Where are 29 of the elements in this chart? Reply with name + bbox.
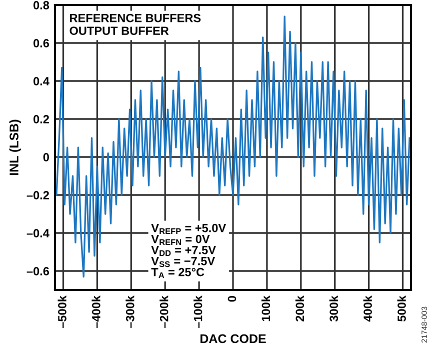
x-tick-label: –300k: [126, 296, 134, 328]
x-tick-label: –500k: [58, 296, 66, 328]
annotation: REFERENCE BUFFERS: [70, 14, 201, 22]
y-tick-label: 0.6: [34, 39, 50, 48]
x-tick-label: –400k: [92, 296, 100, 328]
x-tick-label: 100k: [261, 296, 270, 322]
x-tick-label: –200k: [160, 296, 168, 328]
x-tick-label: –100k: [194, 296, 202, 328]
x-tick-label: 300k: [329, 296, 338, 322]
annotation: T$_{A}$ = 25°C: [151, 268, 204, 278]
x-tick-label: 200k: [295, 296, 304, 322]
x-axis-title: DAC CODE: [200, 334, 266, 344]
annotation: V$_{REFN}$ = 0V: [151, 234, 210, 245]
y-tick-label: 0.2: [34, 115, 49, 124]
y-tick-label: 0.4: [34, 77, 50, 86]
annotation: OUTPUT BUFFER: [70, 26, 169, 35]
x-tick-label: 400k: [363, 296, 372, 322]
annotation: V$_{DD}$ = +7.5V: [151, 246, 216, 256]
y-axis-title: INL (LSB): [9, 120, 21, 176]
y-tick-label: 0: [43, 153, 49, 162]
annotation: V$_{REFP}$ = +5.0V: [151, 224, 226, 234]
x-tick-label: 500k: [397, 296, 406, 322]
y-tick-label: –0.2: [26, 191, 49, 200]
annotation: V$_{SS}$ = −7.5V: [151, 257, 215, 268]
y-tick-label: –0.6: [26, 267, 50, 276]
line-series: [56, 16, 410, 278]
y-tick-label: 0.8: [34, 1, 50, 10]
x-tick-label: 0: [228, 296, 236, 302]
y-tick-label: –0.4: [26, 229, 50, 238]
